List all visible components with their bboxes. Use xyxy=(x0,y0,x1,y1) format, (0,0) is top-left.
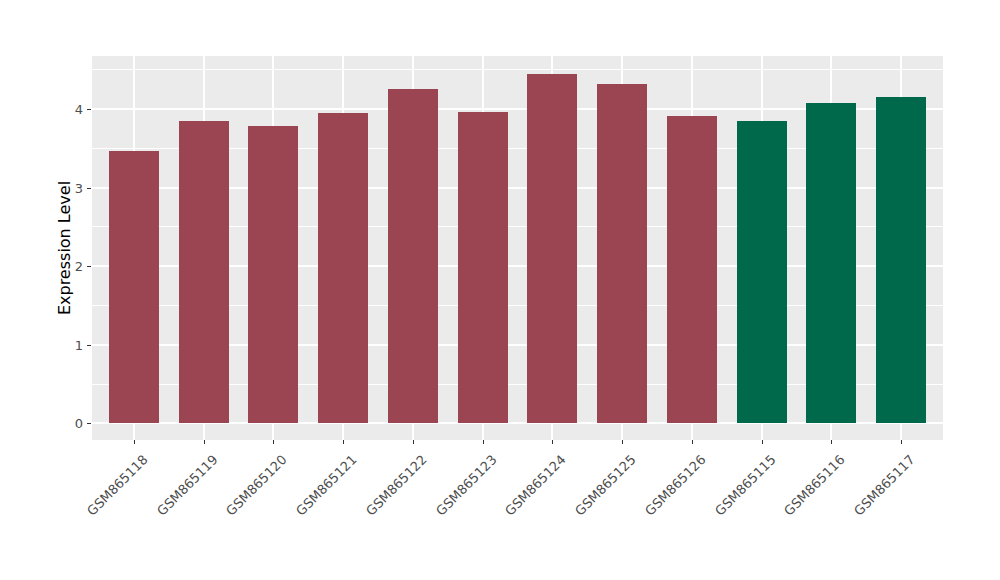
plot-panel xyxy=(92,56,943,440)
y-tick-label: 4 xyxy=(75,102,83,117)
y-tick-label: 0 xyxy=(75,416,83,431)
bar-GSM865123 xyxy=(458,112,508,423)
y-tick-mark xyxy=(87,423,91,424)
y-tick-mark xyxy=(87,266,91,267)
y-tick-label: 3 xyxy=(75,180,83,195)
y-tick-mark xyxy=(87,109,91,110)
x-tick-label-GSM865118: GSM865118 xyxy=(84,452,151,519)
gridline-minor-horizontal xyxy=(92,69,943,70)
bar-GSM865115 xyxy=(737,121,787,423)
x-tick-mark xyxy=(273,440,274,444)
y-tick-label: 1 xyxy=(75,337,83,352)
bar-GSM865119 xyxy=(179,121,229,423)
bar-GSM865120 xyxy=(248,126,298,424)
x-tick-mark xyxy=(552,440,553,444)
bar-GSM865126 xyxy=(667,116,717,423)
x-tick-label-GSM865116: GSM865116 xyxy=(781,452,848,519)
x-tick-label-GSM865122: GSM865122 xyxy=(363,452,430,519)
x-tick-label-GSM865121: GSM865121 xyxy=(293,452,360,519)
y-tick-mark xyxy=(87,345,91,346)
x-tick-mark xyxy=(134,440,135,444)
x-tick-mark xyxy=(901,440,902,444)
bar-GSM865121 xyxy=(318,113,368,423)
y-tick-label: 2 xyxy=(75,259,83,274)
bar-GSM865116 xyxy=(806,103,856,424)
x-tick-mark xyxy=(483,440,484,444)
y-axis-title: Expression Level xyxy=(55,181,74,315)
x-tick-label-GSM865117: GSM865117 xyxy=(851,452,918,519)
x-tick-label-GSM865120: GSM865120 xyxy=(223,452,290,519)
bar-GSM865117 xyxy=(876,97,926,423)
x-tick-mark xyxy=(413,440,414,444)
x-tick-mark xyxy=(831,440,832,444)
x-tick-label-GSM865119: GSM865119 xyxy=(154,452,221,519)
x-tick-mark xyxy=(622,440,623,444)
x-tick-label-GSM865123: GSM865123 xyxy=(433,452,500,519)
x-tick-label-GSM865125: GSM865125 xyxy=(572,452,639,519)
x-tick-mark xyxy=(204,440,205,444)
bar-GSM865124 xyxy=(527,74,577,424)
x-tick-mark xyxy=(343,440,344,444)
x-tick-label-GSM865115: GSM865115 xyxy=(712,452,779,519)
x-tick-label-GSM865126: GSM865126 xyxy=(642,452,709,519)
x-tick-mark xyxy=(692,440,693,444)
x-tick-mark xyxy=(762,440,763,444)
x-tick-label-GSM865124: GSM865124 xyxy=(502,452,569,519)
bar-GSM865125 xyxy=(597,84,647,423)
bar-GSM865118 xyxy=(109,151,159,424)
bar-chart-figure: Expression Level 0 1 2 3 4 GSM865118GSM865119… xyxy=(0,0,1000,580)
y-tick-mark xyxy=(87,188,91,189)
bar-GSM865122 xyxy=(388,89,438,424)
